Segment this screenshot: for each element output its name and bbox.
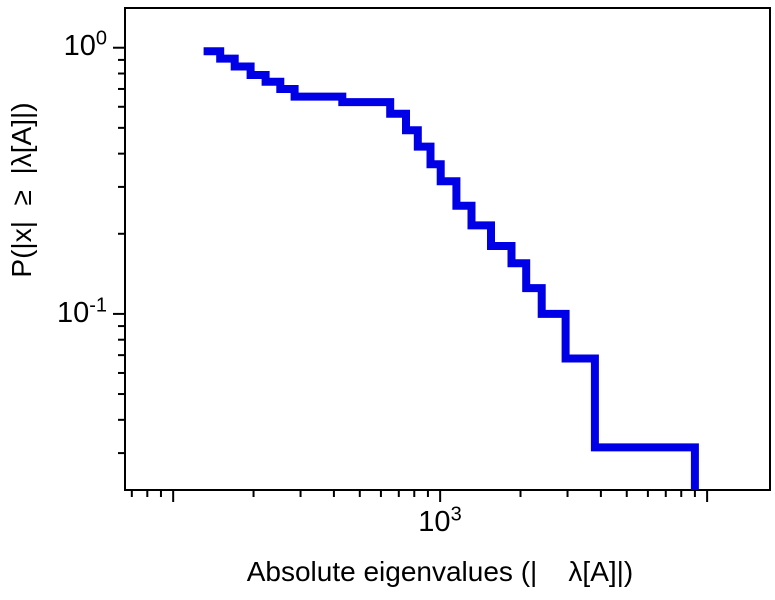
y-tick-1e0-exponent: 0 [95, 27, 107, 50]
x-tick-1e3-exponent: 3 [450, 503, 462, 526]
x-axis-label: Absolute eigenvalues (| λ[A]|) [246, 556, 634, 587]
y-tick-1e-1-base: 10 [56, 297, 90, 329]
plot-frame [124, 7, 771, 491]
x-tick-1e3-base: 10 [418, 506, 451, 538]
y-tick-1e-1-exponent: -1 [89, 294, 107, 317]
y-tick-label-1e-1: 10-1 [56, 295, 107, 329]
y-tick-label-1e0: 100 [63, 28, 107, 62]
x-tick-label-1e3: 103 [418, 504, 461, 538]
ccdf-step-line [203, 47, 699, 490]
y-tick-1e0-base: 10 [63, 30, 96, 62]
y-axis-label: P(|x| ≥ |λ[A]|) [6, 102, 37, 278]
